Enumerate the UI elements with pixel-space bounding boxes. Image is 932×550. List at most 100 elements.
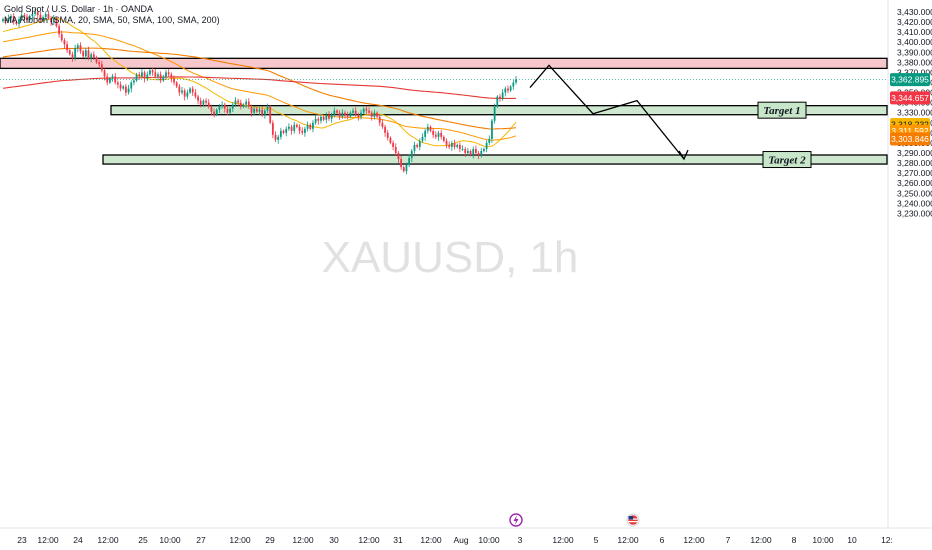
candle-body xyxy=(146,74,149,79)
time-tick-label: 10:00 xyxy=(478,535,500,545)
candle-body xyxy=(76,45,79,49)
price-tag-bg xyxy=(890,73,930,87)
candle-body xyxy=(106,76,109,83)
candle-body xyxy=(421,136,424,141)
candle-body xyxy=(469,150,472,155)
candle-body xyxy=(247,101,250,107)
candle-body xyxy=(207,102,210,107)
symbol-title[interactable]: Gold Spot / U.S. Dollar · 1h · OANDA xyxy=(4,4,154,14)
candle-body xyxy=(23,15,26,18)
candle-body xyxy=(440,132,443,137)
candle-body xyxy=(226,108,229,113)
candle-body xyxy=(133,80,135,83)
candle-body xyxy=(63,40,66,45)
candle-body xyxy=(290,126,293,131)
candle-body xyxy=(298,126,301,131)
candle-body xyxy=(317,118,320,121)
candle-body xyxy=(178,86,181,93)
time-tick-label: 24 xyxy=(73,535,83,545)
candle-body xyxy=(210,106,213,112)
target-2-label: Target 2 xyxy=(768,155,806,167)
candle-body xyxy=(239,102,242,107)
candle-body xyxy=(467,150,469,153)
candle-body xyxy=(261,109,264,115)
time-tick-label: 12:00 xyxy=(750,535,772,545)
price-tick-label: 3,280.000 xyxy=(897,158,932,168)
candle-body xyxy=(504,88,507,93)
watermark-text: XAUUSD, 1h xyxy=(322,233,579,282)
candle-body xyxy=(437,132,440,137)
candle-body xyxy=(231,104,234,109)
time-tick-label: 29 xyxy=(265,535,275,545)
candle-body xyxy=(47,14,50,19)
candle-body xyxy=(116,82,119,85)
time-tick-label: 27 xyxy=(196,535,206,545)
projection-path[interactable] xyxy=(529,64,685,160)
target-1-zone[interactable] xyxy=(110,105,888,116)
candle-body xyxy=(66,44,69,51)
time-tick-label: 6 xyxy=(660,535,665,545)
candle-body xyxy=(491,120,493,139)
candle-body xyxy=(410,150,413,159)
price-tag-label: 3,318.232 xyxy=(891,120,929,130)
candle-body xyxy=(90,54,93,59)
candle-body xyxy=(392,142,394,147)
price-tags: 3,362.895 3,344.657 3,318.2323,311.5923,30… xyxy=(890,73,930,146)
indicator-title[interactable]: MA Ribbon (SMA, 20, SMA, 50, SMA, 100, S… xyxy=(4,15,220,25)
candle-body xyxy=(301,130,304,133)
price-tag-label: 3,303.846 xyxy=(891,134,929,144)
price-tick-label: 3,370.000 xyxy=(897,67,932,77)
price-tick-label: 3,270.000 xyxy=(897,168,932,178)
candle-body xyxy=(344,112,346,115)
candle-body xyxy=(199,100,202,105)
candle-body xyxy=(306,124,309,129)
candle-body xyxy=(18,19,20,25)
candle-body xyxy=(141,72,143,77)
event-icons xyxy=(509,513,640,527)
time-tick-label: 12: xyxy=(881,535,893,545)
candle-body xyxy=(202,100,205,105)
candle-body xyxy=(293,124,296,131)
us-flag-event-icon[interactable] xyxy=(626,513,640,527)
candle-body xyxy=(378,116,381,123)
candle-body xyxy=(365,108,368,111)
price-tick-label: 3,290.000 xyxy=(897,148,932,158)
candle-body xyxy=(330,114,333,119)
candle-body xyxy=(31,14,34,17)
candle-body xyxy=(245,101,248,105)
candle-body xyxy=(512,82,515,87)
candle-body xyxy=(376,112,378,117)
time-tick-label: 8 xyxy=(792,535,797,545)
candle-body xyxy=(488,138,491,143)
time-tick-label: 23 xyxy=(17,535,27,545)
price-tick-label: 3,420.000 xyxy=(897,17,932,27)
candle-body xyxy=(405,165,408,172)
candle-body xyxy=(159,74,162,81)
candle-body xyxy=(322,116,325,120)
candle-body xyxy=(125,86,127,93)
candle-body xyxy=(250,106,253,113)
candle-body xyxy=(221,104,223,107)
candle-body xyxy=(82,51,85,57)
candle-body xyxy=(464,148,467,153)
candle-body xyxy=(20,15,23,20)
time-tick-label: 3 xyxy=(518,535,523,545)
candle-body xyxy=(400,159,403,168)
candle-body xyxy=(165,72,167,77)
target-1-label: Target 1 xyxy=(763,105,800,117)
price-tag-label: 3,311.592 xyxy=(891,126,928,136)
resistance-zone[interactable] xyxy=(0,57,888,70)
price-tick-label: 3,380.000 xyxy=(897,57,932,67)
candle-body xyxy=(477,152,480,155)
target-2-zone[interactable] xyxy=(102,154,888,165)
candle-body xyxy=(255,108,258,112)
candle-body xyxy=(7,18,10,22)
candle-body xyxy=(458,144,461,149)
lightning-event-icon[interactable] xyxy=(509,513,523,527)
candle-body xyxy=(114,76,117,83)
time-tick-label: 12:00 xyxy=(37,535,59,545)
candle-body xyxy=(456,144,459,147)
price-tag-bg xyxy=(890,132,930,146)
candle-body xyxy=(475,148,477,153)
